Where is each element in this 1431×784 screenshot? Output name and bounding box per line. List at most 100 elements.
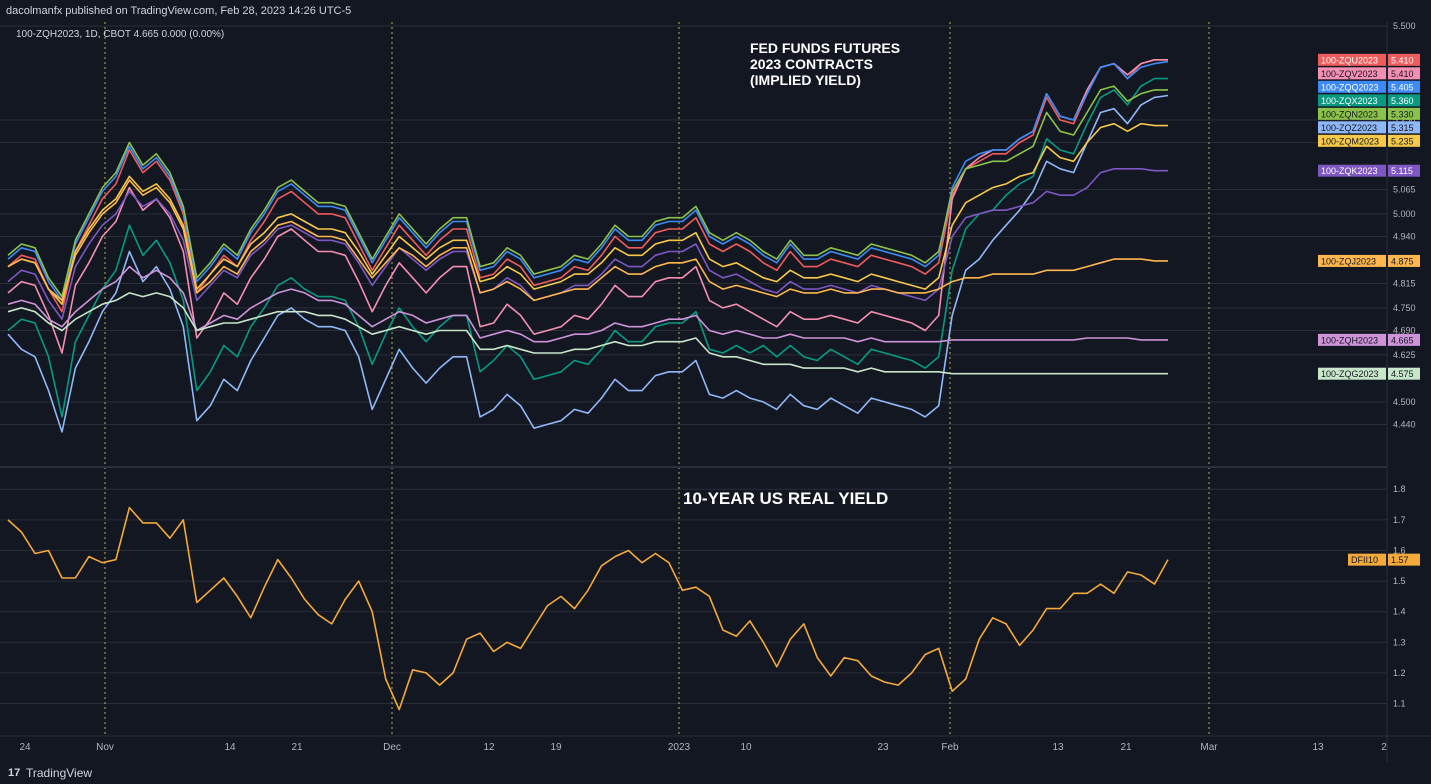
x-tick-label: 12 <box>483 742 495 753</box>
series-value-label: 5.115 <box>1391 166 1413 176</box>
series-name-tag <box>1318 80 1386 93</box>
y-tick-label: 1.4 <box>1393 607 1406 617</box>
series-value-label: 1.57 <box>1391 555 1409 565</box>
real-yield-title: 10-YEAR US REAL YIELD <box>683 489 888 508</box>
series-value-tag <box>1388 367 1420 380</box>
footer: 17 TradingView <box>0 762 1431 784</box>
y-tick-label: 1.7 <box>1393 515 1406 525</box>
series-value-label: 5.405 <box>1391 82 1414 92</box>
series-name-tag <box>1318 107 1386 120</box>
y-tick-label: 5.000 <box>1393 209 1416 219</box>
y-tick-label: 4.500 <box>1393 397 1416 407</box>
grid-lines <box>0 25 1387 705</box>
series-value-tag <box>1388 134 1420 147</box>
series-name-tag <box>1318 94 1386 107</box>
series-value-tag <box>1388 53 1420 66</box>
x-tick-label: 24 <box>19 742 31 753</box>
y-tick-label: 5.065 <box>1393 185 1416 195</box>
fed-funds-title-line-1: FED FUNDS FUTURES <box>750 40 900 56</box>
last-value-labels: 100-ZQU2023 5.410 100-ZQV2023 5.410 100-ZQQ2… <box>1318 53 1420 566</box>
series-line-100-zqk2023 <box>7 168 1168 321</box>
symbol-legend[interactable]: 100-ZQH2023, 1D, CBOT 4.665 0.000 (0.00%… <box>16 29 224 40</box>
x-tick-label: Mar <box>1200 742 1218 753</box>
series-value-tag <box>1388 80 1420 93</box>
series-name-label: 100-ZQH2023 <box>1321 335 1378 345</box>
series-name-tag <box>1348 553 1386 566</box>
series-value-label: 4.875 <box>1391 256 1414 266</box>
series-value-tag <box>1388 107 1420 120</box>
y-tick-label: 4.750 <box>1393 303 1416 313</box>
series-value-tag <box>1388 121 1420 134</box>
y-tick-label: 1.2 <box>1393 668 1406 678</box>
y-tick-label: 4.625 <box>1393 350 1416 360</box>
series-value-label: 5.410 <box>1391 69 1414 79</box>
y-tick-label: 4.815 <box>1393 278 1416 288</box>
series-name-tag <box>1318 121 1386 134</box>
series-value-tag <box>1388 333 1420 346</box>
series-value-label: 5.315 <box>1391 123 1414 133</box>
series-name-label: 100-ZQV2023 <box>1321 69 1378 79</box>
y-tick-label: 4.940 <box>1393 232 1416 242</box>
x-tick-label: 2 <box>1381 742 1387 753</box>
series-line-100-zqv2023 <box>7 58 1168 354</box>
y-tick-label: 1.1 <box>1393 699 1406 709</box>
y-tick-label: 1.6 <box>1393 545 1406 555</box>
series-name-tag <box>1318 67 1386 80</box>
x-tick-label: Feb <box>941 742 959 753</box>
x-tick-label: 21 <box>291 742 303 753</box>
series-line-100-zqn2023 <box>7 85 1168 298</box>
y-tick-label: 4.440 <box>1393 419 1416 429</box>
series-line-100-zqq2023 <box>7 60 1169 302</box>
series-value-label: 5.410 <box>1391 55 1414 65</box>
series-value-label: 4.665 <box>1391 335 1414 345</box>
series-name-label: 100-ZQX2023 <box>1321 96 1378 106</box>
tradingview-logo-icon: 17 <box>8 767 21 779</box>
series-line-dfii10 <box>7 506 1169 711</box>
series-name-label: 100-ZQN2023 <box>1321 109 1378 119</box>
series-line-100-zqx2023 <box>7 77 1168 418</box>
series-value-label: 5.235 <box>1391 136 1414 146</box>
footer-brand: TradingView <box>26 766 93 780</box>
publish-header: dacolmanfx published on TradingView.com,… <box>0 0 1431 22</box>
series-name-label: 100-ZQZ2023 <box>1321 123 1377 133</box>
series-line-100-zqg2023 <box>7 292 1168 375</box>
x-tick-label: 2023 <box>668 742 691 753</box>
series-name-tag <box>1318 53 1386 66</box>
fed-funds-title-line-3: (IMPLIED YIELD) <box>750 72 861 88</box>
series-value-tag <box>1388 164 1420 177</box>
series-value-label: 5.330 <box>1391 109 1414 119</box>
x-tick-label: 21 <box>1120 742 1132 753</box>
x-tick-label: 13 <box>1052 742 1064 753</box>
x-tick-label: 10 <box>740 742 752 753</box>
series-line-100-zqu2023 <box>7 58 1168 313</box>
chart-area[interactable]: 5.5005.2505.1905.0655.0004.9404.8154.750… <box>0 21 1431 762</box>
series-value-tag <box>1388 553 1420 566</box>
series-name-tag <box>1318 164 1386 177</box>
series-name-label: 100-ZQK2023 <box>1321 166 1378 176</box>
series-value-tag <box>1388 67 1420 80</box>
series-name-label: 100-ZQQ2023 <box>1321 82 1379 92</box>
series-name-label: DFII10 <box>1351 555 1378 565</box>
series-name-tag <box>1318 254 1386 267</box>
series-value-label: 4.575 <box>1391 369 1414 379</box>
session-break-lines <box>104 22 1210 736</box>
series-name-label: 100-ZQM2023 <box>1321 136 1379 146</box>
x-tick-label: Nov <box>96 742 114 753</box>
x-tick-label: 23 <box>877 742 889 753</box>
series-name-tag <box>1318 134 1386 147</box>
chart-svg[interactable]: 5.5005.2505.1905.0655.0004.9404.8154.750… <box>0 21 1431 762</box>
time-scale[interactable]: 24 Nov 14 21 Dec 12 19 2023 10 23 Feb 13 21 Mar 13 2 <box>19 742 1387 753</box>
series-value-tag <box>1388 94 1420 107</box>
series-name-label: 100-ZQJ2023 <box>1321 256 1376 266</box>
series-name-tag <box>1318 367 1386 380</box>
y-tick-label: 1.8 <box>1393 484 1406 494</box>
x-tick-label: 19 <box>550 742 562 753</box>
fed-funds-title-line-2: 2023 CONTRACTS <box>750 56 873 72</box>
series-value-label: 5.360 <box>1391 96 1414 106</box>
series-name-label: 100-ZQG2023 <box>1321 369 1379 379</box>
y-tick-label: 4.690 <box>1393 325 1416 335</box>
fed-funds-lines <box>7 58 1169 433</box>
series-name-label: 100-ZQU2023 <box>1321 55 1378 65</box>
y-tick-label: 5.250 <box>1393 115 1416 125</box>
x-tick-label: 14 <box>224 742 236 753</box>
